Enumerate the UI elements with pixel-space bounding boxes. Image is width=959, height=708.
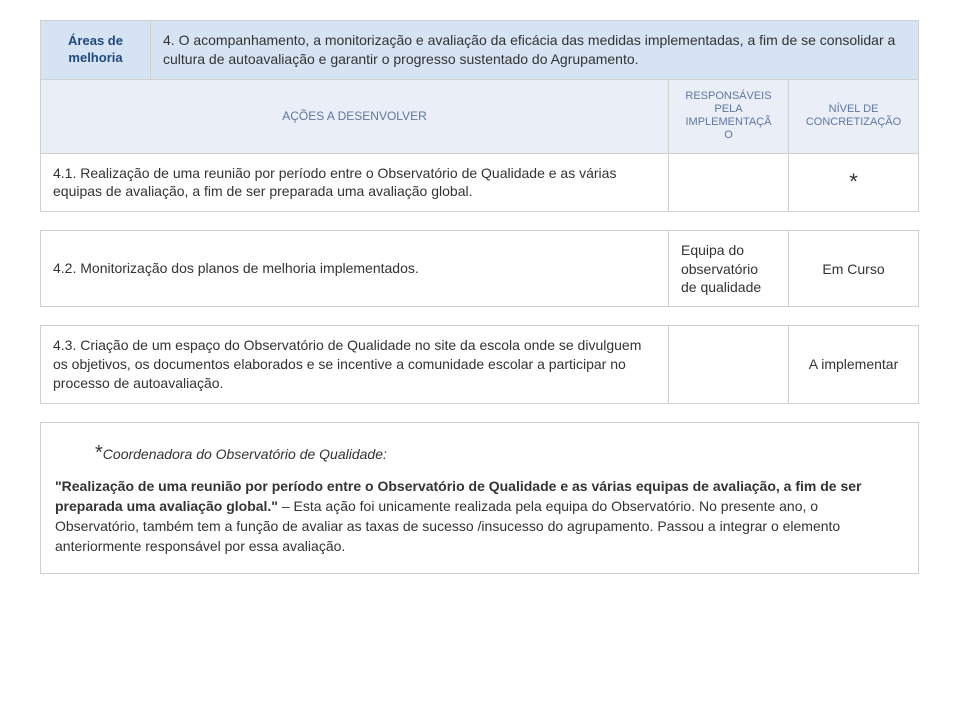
table-row: 4.3. Criação de um espaço do Observatóri… — [41, 325, 919, 403]
subheader-col3-l1: NÍVEL DE — [829, 103, 879, 115]
main-table: Áreas de melhoria 4. O acompanhamento, a… — [40, 20, 919, 574]
subheader-col3: NÍVEL DE CONCRETIZAÇÃO — [788, 79, 918, 153]
header-right-cell: 4. O acompanhamento, a monitorização e a… — [151, 21, 919, 80]
row3-text-cell: 4.3. Criação de um espaço do Observatóri… — [41, 325, 669, 403]
subheader-col2-l4: O — [724, 129, 733, 141]
document-page: Áreas de melhoria 4. O acompanhamento, a… — [0, 0, 959, 614]
subheader-col2-l1: RESPONSÁVEIS — [685, 90, 771, 102]
row2-text-cell: 4.2. Monitorização dos planos de melhori… — [41, 231, 669, 307]
row3-mid-cell — [668, 325, 788, 403]
table-row: 4.1. Realização de uma reunião por perío… — [41, 153, 919, 212]
header-row: Áreas de melhoria 4. O acompanhamento, a… — [41, 21, 919, 80]
table-row: 4.2. Monitorização dos planos de melhori… — [41, 231, 919, 307]
footer-lead: *Coordenadora do Observatório de Qualida… — [55, 439, 904, 468]
row2-text: 4.2. Monitorização dos planos de melhori… — [53, 260, 419, 276]
spacer — [41, 403, 919, 422]
footer-lead-italic: Coordenadora do Observatório de Qualidad… — [103, 446, 387, 462]
row2-right-cell: Em Curso — [788, 231, 918, 307]
row1-right: * — [849, 169, 858, 194]
footer-star: * — [95, 442, 103, 464]
subheader-col1: AÇÕES A DESENVOLVER — [41, 79, 669, 153]
row2-mid-cell: Equipa do observatório de qualidade — [668, 231, 788, 307]
row3-text: 4.3. Criação de um espaço do Observatóri… — [53, 337, 641, 391]
subheader-col2-l2: PELA — [714, 103, 742, 115]
header-right-text: 4. O acompanhamento, a monitorização e a… — [163, 32, 895, 67]
header-left-line2: melhoria — [68, 50, 122, 65]
footer-body: "Realização de uma reunião por período e… — [55, 476, 904, 557]
header-left-cell: Áreas de melhoria — [41, 21, 151, 80]
footer-row: *Coordenadora do Observatório de Qualida… — [41, 422, 919, 573]
row1-right-cell: * — [788, 153, 918, 212]
subheader-col1-text: AÇÕES A DESENVOLVER — [282, 109, 427, 123]
row1-mid-cell — [668, 153, 788, 212]
row1-text-cell: 4.1. Realização de uma reunião por perío… — [41, 153, 669, 212]
row2-right: Em Curso — [822, 261, 884, 277]
footer-cell: *Coordenadora do Observatório de Qualida… — [41, 422, 919, 573]
row2-mid: Equipa do observatório de qualidade — [681, 242, 761, 294]
spacer — [41, 212, 919, 231]
header-left-line1: Áreas de — [68, 33, 123, 48]
subheader-col3-l2: CONCRETIZAÇÃO — [806, 116, 901, 128]
row3-right-cell: A implementar — [788, 325, 918, 403]
subheader-row: AÇÕES A DESENVOLVER RESPONSÁVEIS PELA IM… — [41, 79, 919, 153]
spacer — [41, 306, 919, 325]
row1-text: 4.1. Realização de uma reunião por perío… — [53, 165, 616, 200]
subheader-col2: RESPONSÁVEIS PELA IMPLEMENTAÇÃ O — [668, 79, 788, 153]
row3-right: A implementar — [809, 356, 898, 372]
subheader-col2-l3: IMPLEMENTAÇÃ — [685, 116, 771, 128]
